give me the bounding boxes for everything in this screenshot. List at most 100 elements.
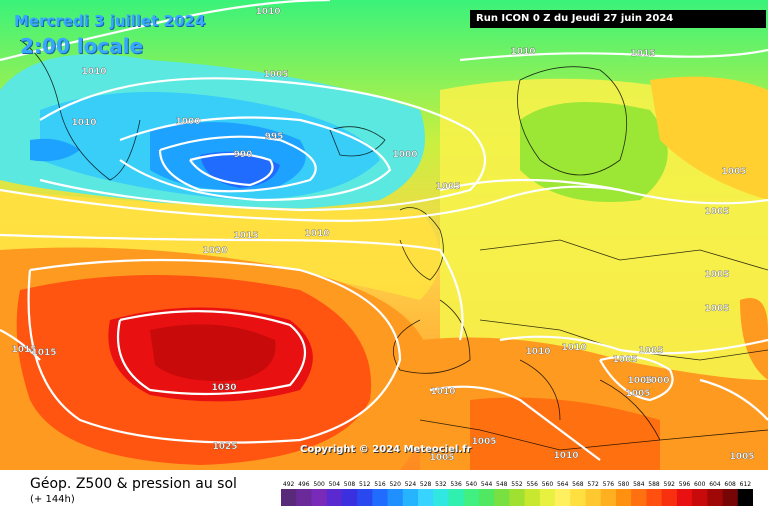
- color-legend: 492 496 500 504 508 512 516 520 524 528 532 536 540 5…: [281, 481, 753, 506]
- isobar-label: 1015: [630, 49, 655, 59]
- legend-swatch: [281, 489, 297, 506]
- legend-swatch: [296, 489, 312, 506]
- legend-value: 544: [481, 481, 493, 488]
- footer-subtitle: (+ 144h): [30, 494, 75, 505]
- isobar-label: 1000: [644, 376, 669, 386]
- legend-swatch: [341, 489, 358, 506]
- legend-value: 536: [450, 481, 462, 488]
- isobar-label: 1015: [31, 348, 56, 358]
- legend-swatch: [692, 489, 708, 506]
- legend-value: 548: [496, 481, 508, 488]
- isobar-label: 1005: [729, 452, 754, 462]
- legend-swatch: [372, 489, 389, 506]
- legend-value: 608: [724, 481, 736, 488]
- legend-swatch: [661, 489, 678, 506]
- legend-value: 500: [313, 481, 325, 488]
- isobar-label: 1005: [625, 389, 650, 399]
- map-time: 2:00 locale: [20, 34, 144, 58]
- legend-value: 540: [466, 481, 478, 488]
- isobar-label: 1010: [71, 118, 96, 128]
- legend-value: 568: [572, 481, 584, 488]
- legend-value: 572: [587, 481, 599, 488]
- legend-value: 552: [511, 481, 523, 488]
- legend-swatch: [631, 489, 647, 506]
- legend-swatch: [707, 489, 724, 506]
- isobar-label: 1020: [202, 246, 227, 256]
- legend-swatch: [494, 489, 510, 506]
- isobar-label: 1005: [627, 376, 652, 386]
- legend-swatch: [418, 489, 434, 506]
- legend-value: 592: [664, 481, 676, 488]
- legend-value: 612: [740, 481, 752, 488]
- legend-swatch: [387, 489, 404, 506]
- isobar-label: 1015: [11, 345, 36, 355]
- legend-value: 556: [526, 481, 538, 488]
- isobar-label: 1005: [429, 453, 454, 463]
- legend-swatch: [524, 489, 541, 506]
- isobar-label: 1010: [304, 229, 329, 239]
- isobar-label: 1010: [255, 7, 280, 17]
- legend-swatch: [326, 489, 343, 506]
- isobar-label: 1005: [435, 182, 460, 192]
- legend-swatch: [585, 489, 602, 506]
- legend-value: 600: [694, 481, 706, 488]
- isobar-label: 1010: [510, 47, 535, 57]
- legend-swatch: [357, 489, 373, 506]
- legend-swatch: [570, 489, 587, 506]
- isobar-label: 1005: [263, 70, 288, 80]
- legend-value: 560: [542, 481, 554, 488]
- isobar-label: 995: [265, 132, 284, 142]
- isobar-label: 1000: [392, 150, 417, 160]
- isobar-label: 1010: [81, 67, 106, 77]
- isobar-label: 1030: [211, 383, 236, 393]
- legend-swatch: [509, 489, 526, 506]
- legend-swatch: [615, 489, 632, 506]
- legend-value: 512: [359, 481, 371, 488]
- legend-value: 520: [389, 481, 401, 488]
- isobar-label: 1010: [525, 347, 550, 357]
- isobar-label: 1005: [704, 207, 729, 217]
- isobar-label: 990: [234, 150, 253, 160]
- legend-swatch: [311, 489, 328, 506]
- legend-value: 496: [298, 481, 310, 488]
- isobar-label: 1000: [175, 117, 200, 127]
- isobar-label: 1015: [233, 231, 258, 241]
- isobar-label: 1005: [704, 304, 729, 314]
- isobar-label: 1005: [471, 437, 496, 447]
- legend-value: 564: [557, 481, 569, 488]
- isobar-label: 1005: [704, 270, 729, 280]
- legend-swatch: [402, 489, 419, 506]
- legend-swatch: [722, 489, 739, 506]
- legend-value: 516: [374, 481, 386, 488]
- legend-value: 528: [420, 481, 432, 488]
- legend-value: 596: [679, 481, 691, 488]
- legend-value: 584: [633, 481, 645, 488]
- copyright: Copyright © 2024 Meteociel.fr: [300, 444, 472, 455]
- legend-value: 504: [329, 481, 341, 488]
- legend-value: 532: [435, 481, 447, 488]
- isobar-label: 1025: [212, 442, 237, 452]
- isobar-label: 1010: [561, 343, 586, 353]
- legend-swatch: [737, 489, 753, 506]
- legend-swatch: [600, 489, 617, 506]
- footer-title: Géop. Z500 & pression au sol: [30, 476, 237, 492]
- map-date: Mercredi 3 juillet 2024: [14, 12, 206, 30]
- isobar-label: 1010: [553, 451, 578, 461]
- legend-swatch: [539, 489, 556, 506]
- legend-swatch: [478, 489, 495, 506]
- legend-swatch: [448, 489, 465, 506]
- legend-value: 580: [618, 481, 630, 488]
- legend-value: 576: [603, 481, 615, 488]
- legend-value: 492: [283, 481, 295, 488]
- legend-swatch: [646, 489, 663, 506]
- isobar-label: 1010: [430, 387, 455, 397]
- isobar-label: 1005: [638, 346, 663, 356]
- legend-swatch: [463, 489, 480, 506]
- isobar-label: 1005: [612, 355, 637, 365]
- isobar-label: 1005: [721, 167, 746, 177]
- legend-value: 508: [344, 481, 356, 488]
- legend-value: 588: [648, 481, 660, 488]
- legend-swatch: [676, 489, 693, 506]
- legend-value: 604: [709, 481, 721, 488]
